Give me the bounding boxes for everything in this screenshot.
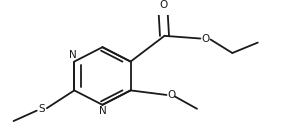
Text: O: O: [201, 34, 210, 44]
Text: S: S: [38, 104, 45, 114]
Text: N: N: [99, 106, 106, 116]
Text: O: O: [168, 90, 176, 100]
Text: N: N: [69, 50, 77, 60]
Text: O: O: [159, 0, 167, 10]
